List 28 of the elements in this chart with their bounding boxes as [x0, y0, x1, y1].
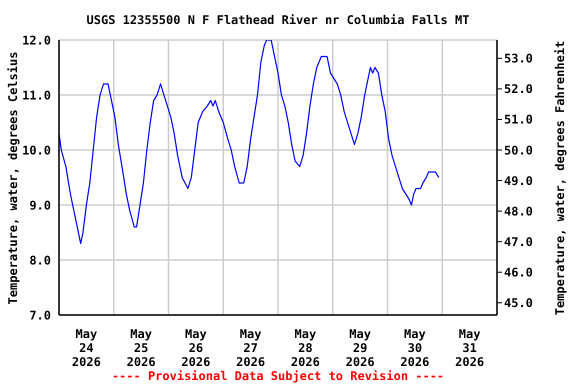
y2-tick-label: 46.0	[504, 265, 533, 280]
x-tick-label: May 30 2026	[400, 327, 430, 369]
y2-tick-label: 48.0	[504, 204, 533, 218]
y-tick-label: 8.0	[29, 253, 51, 268]
x-tick-label: May 28 2026	[290, 327, 320, 369]
x-tick-label: May 24 2026	[72, 327, 101, 369]
y2-tick-label: 45.0	[504, 296, 533, 310]
line-series	[59, 40, 440, 244]
x-tick-label: May 27 2026	[236, 327, 266, 369]
y-tick-label: 9.0	[29, 198, 51, 212]
x-tick-label: May 31 2026	[455, 327, 484, 369]
y-tick-label: 11.0	[22, 88, 51, 102]
x-tick-label: May 29 2026	[346, 327, 375, 369]
x-tick-label: May 26 2026	[181, 327, 210, 369]
x-tick-label: May 25 2026	[126, 327, 156, 369]
y2-tick-label: 52.0	[504, 82, 533, 96]
y-tick-label: 12.0	[22, 33, 51, 48]
chart-title: USGS 12355500 N F Flathead River nr Columbia Falls MT	[86, 13, 470, 27]
y2-tick-label: 53.0	[504, 52, 533, 66]
y2-tick-label: 49.0	[504, 174, 533, 188]
y2-tick-label: 47.0	[504, 234, 533, 249]
y-tick-label: 7.0	[29, 308, 51, 322]
text: ---- Provisional Data Subject to Revision ----	[112, 369, 444, 383]
y2-axis-title: Temperature, water, degrees Fahrenheit	[553, 40, 567, 316]
y2-tick-label: 50.0	[504, 143, 533, 158]
y2-tick-label: 51.0	[504, 112, 533, 127]
y-tick-label: 10.0	[22, 143, 51, 158]
y-axis-title: Temperature, water, degrees Celsius	[6, 52, 20, 304]
